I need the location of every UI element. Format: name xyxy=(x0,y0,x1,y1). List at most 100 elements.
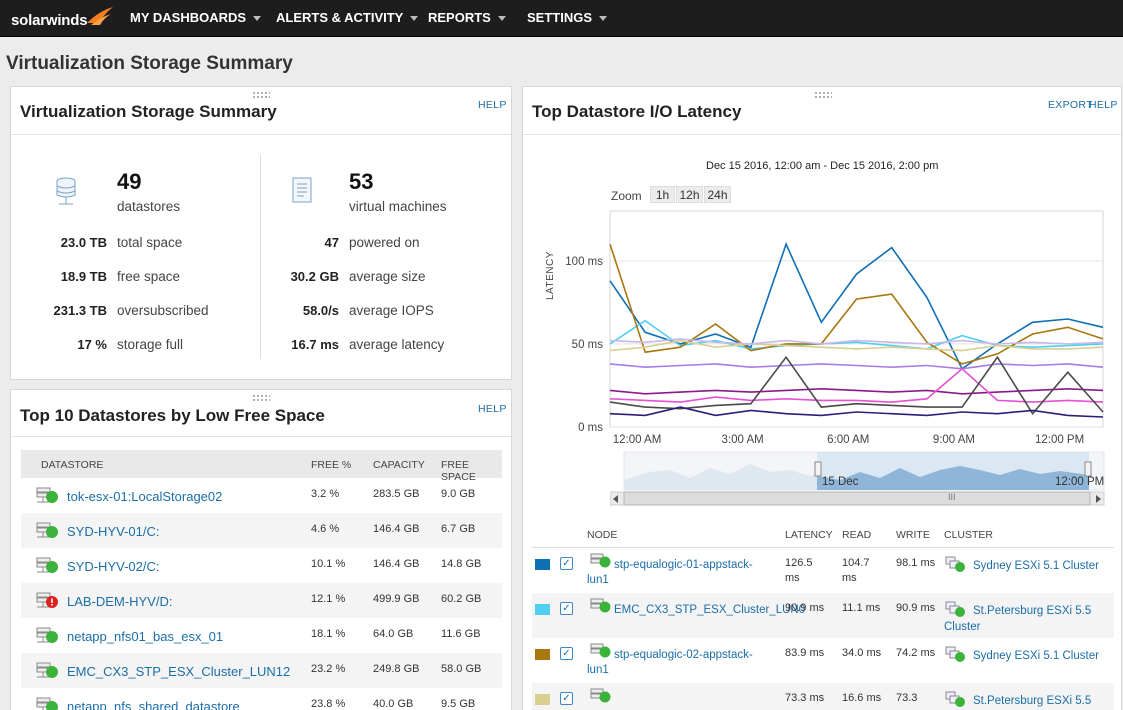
nav-reports[interactable]: REPORTS xyxy=(428,10,506,25)
datastore-name-link[interactable]: netapp_nfs01_bas_esx_01 xyxy=(67,629,224,644)
table-row[interactable]: ✓ stp-equalogic-02-appstack-lun1 83.9 ms 34… xyxy=(532,638,1114,683)
free-pct: 18.1 % xyxy=(311,628,346,640)
node-name-link[interactable]: EMC_CX3_STP_ESX_Cluster_LUN0 xyxy=(614,604,806,616)
table-row[interactable]: ✓ stp-equalogic-01-appstack-lun1 126.5 ms 1… xyxy=(532,548,1114,593)
cluster-link[interactable]: Sydney ESXi 5.1 Cluster xyxy=(973,560,1099,572)
nav-my-dashboards[interactable]: MY DASHBOARDS xyxy=(130,10,262,25)
drag-handle-icon[interactable] xyxy=(252,394,270,402)
cluster-link[interactable]: St.Petersburg ESXi 5.5 Cluster xyxy=(944,605,1092,633)
stat-value: 16.7 ms xyxy=(291,337,339,352)
series-line-series-10[interactable] xyxy=(609,406,1104,418)
free-pct: 3.2 % xyxy=(311,488,340,500)
series-color-swatch xyxy=(535,604,550,615)
series-line-series-8[interactable] xyxy=(609,367,1104,403)
vm-label: virtual machines xyxy=(349,199,447,214)
stat-value: 30.2 GB xyxy=(290,269,339,284)
help-link[interactable]: HELP xyxy=(478,403,507,415)
database-icon xyxy=(56,177,76,205)
panel-title: Top Datastore I/O Latency xyxy=(532,102,742,121)
datastore-name-link[interactable]: SYD-HYV-01/C: xyxy=(67,524,160,539)
cluster-icon xyxy=(945,601,965,617)
table-row[interactable]: netapp_nfs_shared_datastore 23.8 % 40.0 GB… xyxy=(21,688,502,710)
node-name-link[interactable]: stp-equalogic-02-appstack-lun1 xyxy=(587,649,753,676)
nav-alerts-activity[interactable]: ALERTS & ACTIVITY xyxy=(276,10,419,25)
node-name-link[interactable]: stp-equalogic-01-appstack-lun1 xyxy=(587,559,753,586)
series-visibility-checkbox[interactable]: ✓ xyxy=(560,647,573,660)
series-line-series-6[interactable] xyxy=(609,363,1104,370)
free-space: 58.0 GB xyxy=(441,663,482,675)
capacity: 64.0 GB xyxy=(373,628,414,640)
scrollbar-thumb[interactable] xyxy=(623,491,1091,506)
cluster-link[interactable]: Sydney ESXi 5.1 Cluster xyxy=(973,650,1099,662)
series-color-swatch xyxy=(535,694,550,705)
table-row[interactable]: SYD-HYV-01/C: 4.6 % 146.4 GB 6.7 GB xyxy=(21,513,502,548)
datastore-ok-icon xyxy=(590,688,611,703)
series-visibility-checkbox[interactable]: ✓ xyxy=(560,557,573,570)
table-row[interactable]: LAB-DEM-HYV/D: 12.1 % 499.9 GB 60.2 GB xyxy=(21,583,502,618)
datastore-name-link[interactable]: LAB-DEM-HYV/D: xyxy=(67,594,173,609)
col-datastore[interactable]: DATASTORE xyxy=(41,459,104,471)
datastore-name-link[interactable]: tok-esx-01:LocalStorage02 xyxy=(67,489,223,504)
scroll-right-arrow-icon[interactable] xyxy=(1096,495,1101,503)
cluster-icon xyxy=(945,556,965,572)
col-free-pct[interactable]: FREE % xyxy=(311,459,352,471)
table-row[interactable]: EMC_CX3_STP_ESX_Cluster_LUN12 23.2 % 249.8… xyxy=(21,653,502,688)
divider xyxy=(11,134,511,135)
series-line-series-9[interactable] xyxy=(609,355,1104,416)
panel-title: Top 10 Datastores by Low Free Space xyxy=(20,406,325,425)
nav-settings[interactable]: SETTINGS xyxy=(527,10,608,25)
series-line-series-5[interactable] xyxy=(609,338,1104,345)
cluster-link[interactable]: St.Petersburg ESXi 5.5 xyxy=(973,695,1092,707)
vm-count: 53 xyxy=(349,169,374,194)
free-space: 60.2 GB xyxy=(441,593,482,605)
chevron-down-icon xyxy=(599,16,608,22)
col-write[interactable]: WRITE xyxy=(896,529,930,541)
datastore-name-link[interactable]: netapp_nfs_shared_datastore xyxy=(67,699,240,710)
series-line-EMC_CX3_STP_ESX_Cluster_LUN0[interactable] xyxy=(609,319,1104,350)
zoom-12h-button[interactable]: 12h xyxy=(676,186,703,203)
help-link[interactable]: HELP xyxy=(478,99,507,111)
drag-handle-icon[interactable] xyxy=(814,91,832,99)
stat-value: 47 xyxy=(324,235,339,250)
stat-label: average latency xyxy=(349,337,445,352)
datastore-name-link[interactable]: SYD-HYV-02/C: xyxy=(67,559,160,574)
free-pct: 23.8 % xyxy=(311,698,346,710)
table-row[interactable]: ✓ EMC_CX3_STP_ESX_Cluster_LUN0 90.9 ms 11.1… xyxy=(532,593,1114,638)
stat-value: 23.0 TB xyxy=(60,235,107,250)
cluster-icon xyxy=(945,646,965,662)
table-row[interactable]: tok-esx-01:LocalStorage02 3.2 % 283.5 GB 9.… xyxy=(21,478,502,513)
write-value: 74.2 ms xyxy=(896,647,936,659)
table-row[interactable]: SYD-HYV-02/C: 10.1 % 146.4 GB 14.8 GB xyxy=(21,548,502,583)
navigator-left-handle[interactable] xyxy=(814,461,822,477)
series-line-series-7[interactable] xyxy=(609,387,1104,395)
col-read[interactable]: READ xyxy=(842,529,872,541)
series-visibility-checkbox[interactable]: ✓ xyxy=(560,692,573,705)
table-row[interactable]: netapp_nfs01_bas_esx_01 18.1 % 64.0 GB 11.6… xyxy=(21,618,502,653)
latency-line-chart[interactable]: 0 ms 50 ms 100 ms 12:00 AM 3:00 AM 6:00 AM 9:0… xyxy=(560,205,1120,455)
col-latency[interactable]: LATENCY xyxy=(785,529,833,541)
capacity: 499.9 GB xyxy=(373,593,420,605)
nav-label: MY DASHBOARDS xyxy=(130,10,247,25)
free-space: 9.5 GB xyxy=(441,698,476,710)
export-link[interactable]: EXPORT xyxy=(1048,99,1093,111)
stat-label: oversubscribed xyxy=(117,303,209,318)
table-row[interactable]: ✓ 73.3 ms 16.6 ms 73.3 St.Petersburg ESXi 5.… xyxy=(532,683,1114,710)
series-line-series-4[interactable] xyxy=(609,339,1104,352)
col-cluster[interactable]: CLUSTER xyxy=(944,529,994,541)
chart-navigator[interactable] xyxy=(610,450,1106,508)
datastore-name-link[interactable]: EMC_CX3_STP_ESX_Cluster_LUN12 xyxy=(67,664,291,679)
col-capacity[interactable]: CAPACITY xyxy=(373,459,425,471)
help-link[interactable]: HELP xyxy=(1089,99,1118,111)
drag-handle-icon[interactable] xyxy=(252,91,270,99)
free-space: 9.0 GB xyxy=(441,488,476,500)
zoom-1h-button[interactable]: 1h xyxy=(650,186,675,203)
navigator-time-label: 12:00 PM xyxy=(1055,476,1105,488)
y-tick-label: 100 ms xyxy=(565,256,603,268)
stat-value: 231.3 TB xyxy=(53,303,107,318)
col-node[interactable]: NODE xyxy=(587,529,618,541)
navigator-right-handle[interactable] xyxy=(1084,461,1092,477)
col-free-space[interactable]: FREE SPACE xyxy=(441,459,476,483)
zoom-24h-button[interactable]: 24h xyxy=(704,186,731,203)
series-visibility-checkbox[interactable]: ✓ xyxy=(560,602,573,615)
scroll-left-arrow-icon[interactable] xyxy=(613,495,618,503)
